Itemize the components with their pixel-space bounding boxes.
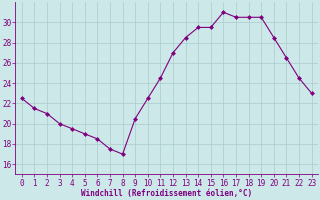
X-axis label: Windchill (Refroidissement éolien,°C): Windchill (Refroidissement éolien,°C): [81, 189, 252, 198]
